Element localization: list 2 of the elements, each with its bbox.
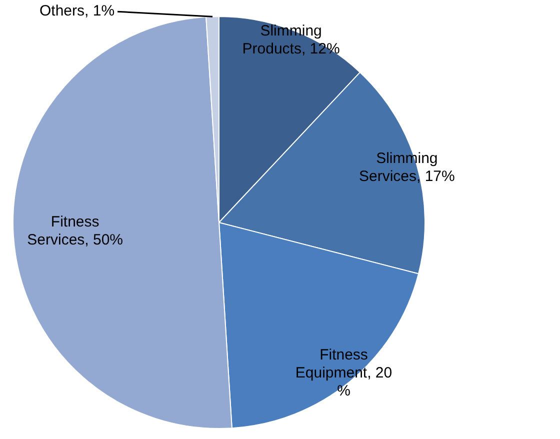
slice-label: Fitness Services, 50% (27, 214, 124, 249)
slice-label: Others, 1% (40, 2, 115, 20)
